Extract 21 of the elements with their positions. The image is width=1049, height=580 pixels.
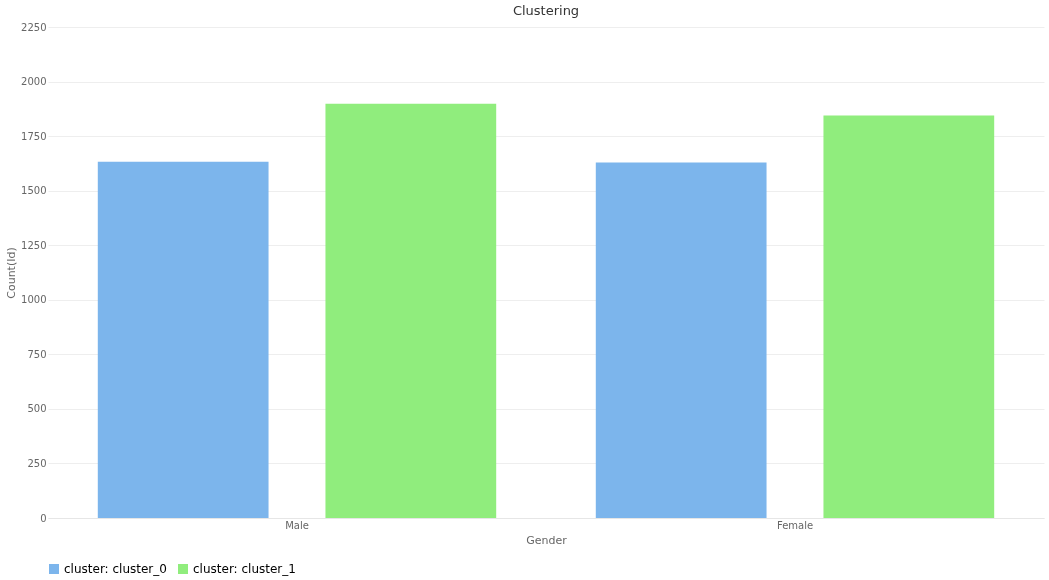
legend-label: cluster: cluster_0 [64,562,167,576]
bar [97,161,269,518]
x-tick-label: Female [776,519,814,531]
x-tick-label: Male [285,519,309,531]
y-tick-label: 1000 [21,294,47,306]
y-tick-label: 500 [27,403,47,415]
y-tick-label: 0 [40,512,47,524]
y-tick-label: 1750 [21,130,47,142]
y-tick-label: 1500 [21,185,47,197]
bar [595,162,767,518]
bar [325,103,497,518]
chart-title: Clustering [512,3,580,18]
bar [823,115,995,518]
y-tick-label: 250 [27,457,47,469]
x-axis-title: Gender [526,533,568,547]
y-axis-title: Count(Id) [5,247,19,299]
y-tick-label: 750 [27,348,47,360]
y-tick-label: 2000 [21,76,47,88]
legend-label: cluster: cluster_1 [193,562,296,576]
y-tick-label: 2250 [21,21,47,33]
y-tick-label: 1250 [21,239,47,251]
